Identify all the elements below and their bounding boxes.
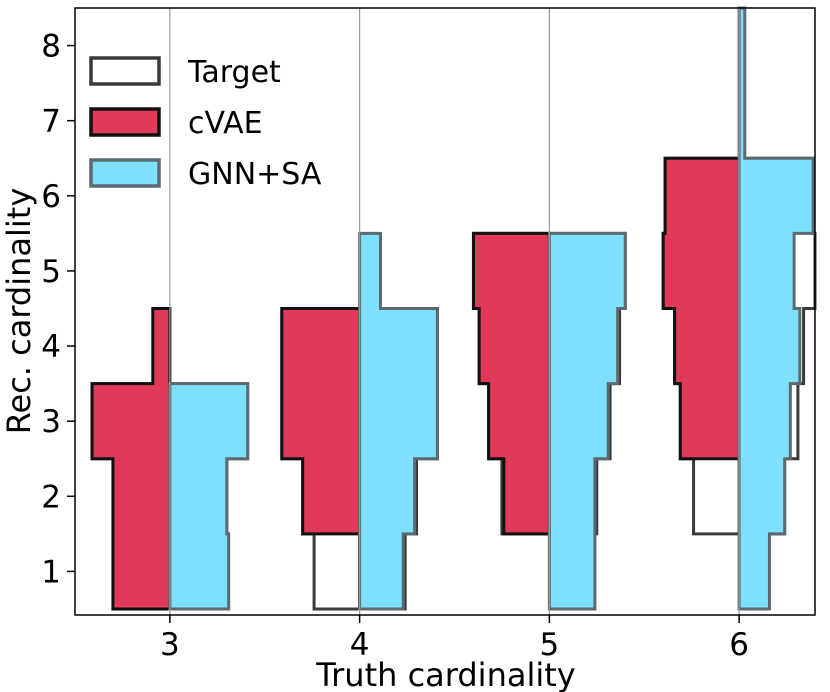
y-tick-label-6: 6 bbox=[41, 179, 61, 215]
y-tick-label-4: 4 bbox=[41, 329, 61, 365]
legend: Target cVAE GNN+SA bbox=[89, 55, 322, 192]
x-tick-label-6: 6 bbox=[729, 627, 749, 663]
center-lines bbox=[169, 8, 740, 615]
x-tick-label-4: 4 bbox=[350, 627, 370, 663]
legend-label-target: Target bbox=[187, 55, 281, 90]
gnn-sa-histograms bbox=[168, 6, 815, 611]
gnn-sa-half-3 bbox=[168, 382, 250, 611]
x-tick-label-3: 3 bbox=[160, 627, 180, 663]
cvae-half-3 bbox=[90, 306, 172, 611]
cvae-half-5 bbox=[471, 231, 551, 536]
legend-swatch-gnn_sa bbox=[89, 158, 161, 188]
y-tick-label-2: 2 bbox=[41, 479, 61, 515]
gnn-sa-half-4 bbox=[358, 231, 439, 611]
cvae-half-6 bbox=[661, 156, 741, 461]
plot-frame bbox=[74, 7, 816, 616]
cvae-half-4 bbox=[280, 306, 362, 536]
gnn-sa-half-6 bbox=[737, 6, 815, 611]
y-axis-label: Rec. cardinality bbox=[0, 188, 38, 435]
gnn-sa-half-5 bbox=[547, 231, 627, 611]
axes: 3 4 5 6 1 2 3 4 5 6 7 8 bbox=[41, 7, 816, 663]
cvae-histograms bbox=[90, 156, 741, 611]
y-tick-label-8: 8 bbox=[41, 29, 61, 65]
y-tick-label-1: 1 bbox=[41, 554, 61, 590]
legend-swatch-target bbox=[89, 56, 161, 86]
legend-swatch-cvae bbox=[89, 107, 161, 137]
legend-label-cvae: cVAE bbox=[188, 106, 263, 141]
y-tick-label-3: 3 bbox=[41, 404, 61, 440]
x-tick-label-5: 5 bbox=[539, 627, 559, 663]
legend-label-gnn_sa: GNN+SA bbox=[188, 157, 322, 192]
x-axis-label: Truth cardinality bbox=[315, 656, 575, 692]
y-tick-label-5: 5 bbox=[41, 254, 61, 290]
y-tick-label-7: 7 bbox=[41, 104, 61, 140]
